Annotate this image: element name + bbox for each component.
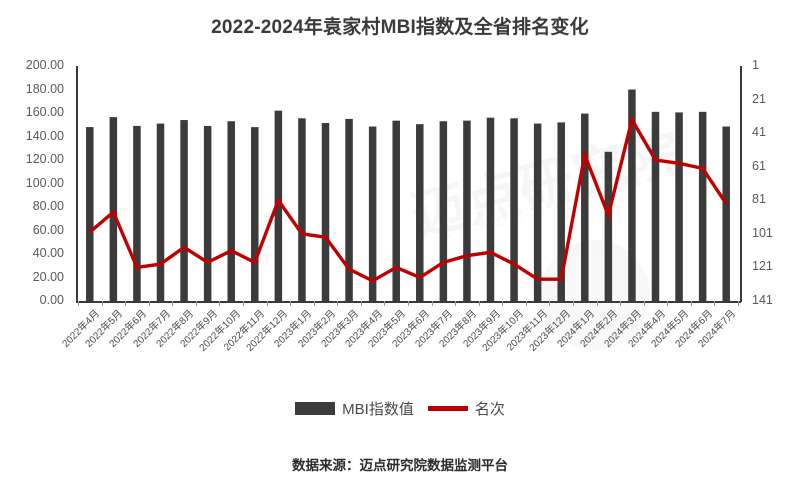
bar: [156, 123, 165, 301]
rank-line: [88, 115, 728, 283]
bar: [604, 151, 613, 301]
bar: [698, 111, 707, 301]
legend-item[interactable]: MBI指数值: [295, 398, 414, 419]
x-axis-tick-mark: [337, 301, 339, 306]
x-axis-tick-mark: [525, 301, 527, 306]
bar: [675, 112, 683, 301]
x-axis-tick-mark: [219, 301, 221, 306]
y-axis-left-tick: 40.00: [32, 246, 64, 260]
y-axis-left-tick: 200.00: [25, 58, 64, 72]
bar: [486, 117, 495, 301]
bar: [439, 121, 448, 301]
x-axis-tick-mark: [714, 301, 716, 306]
x-axis-tick-mark: [384, 301, 386, 306]
bar: [86, 127, 94, 301]
x-axis-tick-mark: [667, 301, 669, 306]
x-axis-tick-mark: [243, 301, 244, 306]
bar: [298, 118, 306, 301]
bar: [180, 120, 188, 301]
legend-line-swatch-icon: [427, 406, 468, 411]
x-axis-tick-mark: [455, 301, 457, 306]
bar: [581, 113, 589, 301]
y-axis-left-tick: 160.00: [25, 105, 64, 119]
x-axis-tick-mark: [313, 301, 315, 306]
x-axis-tick-mark: [101, 301, 103, 306]
bar: [651, 111, 660, 301]
y-axis-right-tick: 141: [752, 293, 773, 307]
x-axis-tick-mark: [290, 301, 292, 306]
bar: [628, 89, 636, 301]
y-axis-right-tick: 121: [752, 259, 773, 274]
y-axis-left-tick: 100.00: [25, 175, 64, 190]
x-axis-tick-mark: [148, 301, 150, 306]
x-axis-tick-mark: [502, 301, 504, 306]
bar: [557, 122, 565, 301]
legend-bar-swatch-icon: [295, 402, 336, 415]
bar: [533, 123, 542, 301]
x-axis-tick-mark: [266, 301, 268, 306]
page-title: 2022-2024年袁家村MBI指数及全省排名变化: [211, 17, 589, 38]
bar: [345, 118, 353, 301]
y-axis-left-tick: 120.00: [25, 152, 64, 166]
x-axis-tick-mark: [643, 301, 645, 306]
y-axis-right-tick: 61: [752, 158, 766, 173]
bar: [722, 126, 730, 301]
y-axis-right-line: [740, 66, 742, 302]
y-axis-left-tick: 20.00: [32, 269, 64, 284]
y-axis-right-tick: 81: [752, 192, 766, 207]
x-axis-tick-mark: [195, 301, 197, 306]
x-axis-tick-mark: [125, 301, 127, 306]
legend-item[interactable]: 名次: [427, 398, 505, 419]
y-axis-left-tick: 0.00: [39, 293, 64, 307]
bar: [203, 125, 212, 301]
x-axis-tick-mark: [573, 301, 574, 306]
y-axis-right-tick: 41: [752, 125, 766, 140]
y-axis-left-tick: 140.00: [25, 128, 64, 143]
x-axis-tick-mark: [478, 301, 480, 306]
chart-legend: MBI指数值 名次: [0, 398, 800, 419]
plot-area: [78, 66, 738, 301]
legend-label: MBI指数值: [342, 401, 414, 418]
y-axis-left-tick: 80.00: [32, 199, 64, 213]
bar: [274, 110, 283, 301]
x-axis-tick-mark: [549, 301, 551, 306]
x-axis-tick-mark: [172, 301, 174, 306]
source-note: 数据来源：迈点研究院数据监测平台: [292, 458, 508, 473]
y-axis-left-tick: 180.00: [25, 81, 64, 96]
y-axis-right-tick: 1: [752, 58, 759, 72]
x-axis-tick-mark: [596, 301, 598, 306]
bar: [463, 120, 471, 301]
x-axis-tick-mark: [690, 301, 692, 306]
y-axis-right-tick: 101: [752, 225, 773, 240]
x-axis-tick-mark: [408, 301, 409, 306]
y-axis-left-tick: 60.00: [32, 222, 64, 237]
y-axis-left-line: [76, 66, 78, 302]
x-axis-tick-mark: [620, 301, 622, 306]
x-axis-tick-mark: [431, 301, 433, 306]
bar: [321, 122, 330, 301]
x-axis-tick-mark: [78, 301, 79, 306]
bar: [416, 124, 424, 301]
bar: [133, 125, 141, 301]
bar: [392, 120, 400, 301]
chart-canvas: [86, 89, 730, 301]
legend-label: 名次: [474, 401, 505, 418]
x-axis-tick-mark: [360, 301, 362, 306]
bar: [251, 127, 259, 301]
bar: [109, 117, 118, 301]
bar: [510, 118, 518, 301]
y-axis-right-tick: 21: [752, 91, 766, 106]
bar: [368, 126, 377, 301]
bar: [227, 121, 235, 301]
x-axis-tick-mark: [738, 301, 739, 306]
